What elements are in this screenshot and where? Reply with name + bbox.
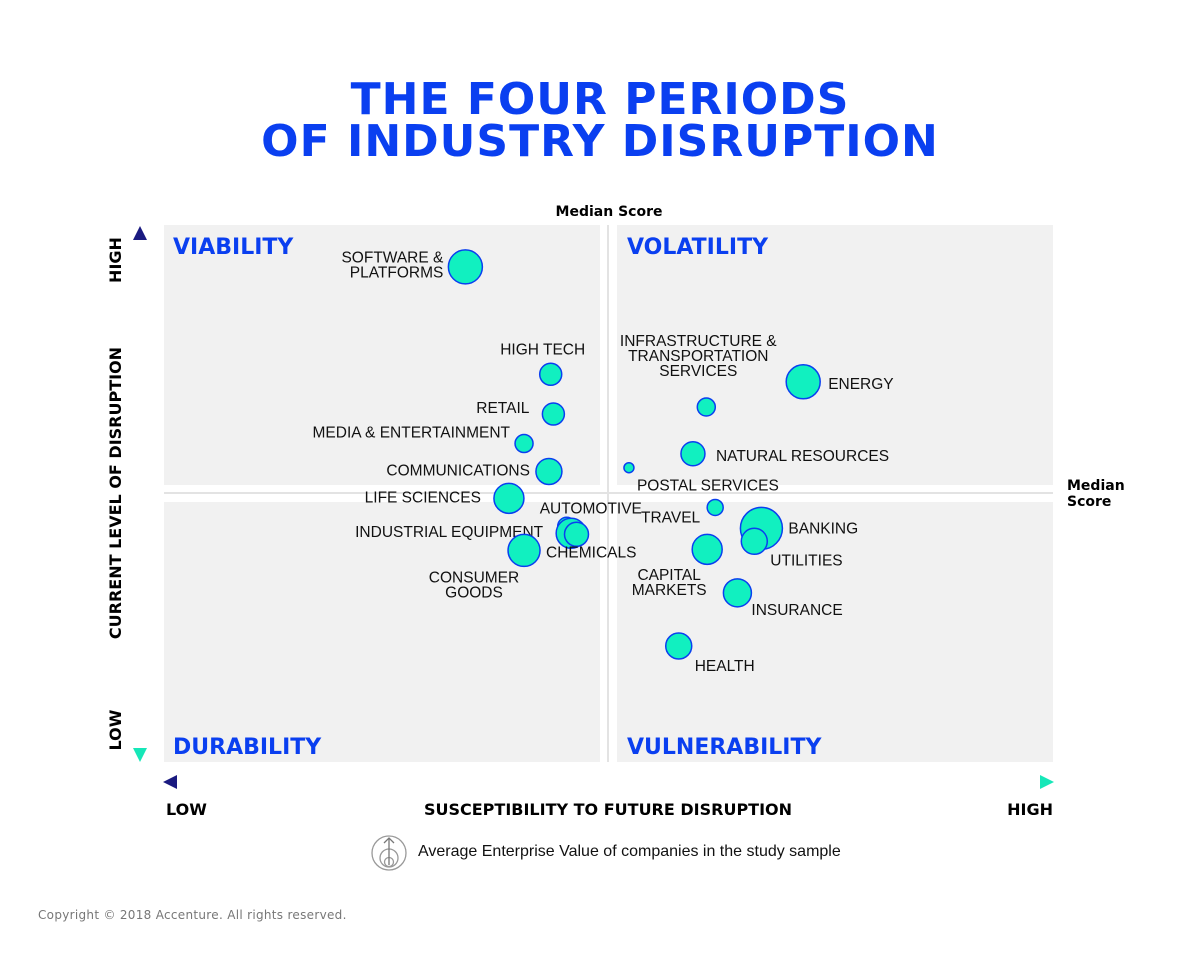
label-health: HEALTH	[695, 658, 755, 675]
x-axis-low-label: LOW	[166, 800, 207, 819]
bubble-utilities	[740, 527, 769, 556]
bubble-communications	[535, 457, 563, 486]
label-banking: BANKING	[788, 520, 858, 537]
bubble-travel	[706, 498, 724, 517]
x-axis-arrowhead-left	[163, 775, 177, 789]
bubble-health	[664, 632, 693, 660]
bubble-natural-resources	[680, 441, 706, 467]
quadrant-title-volatility: VOLATILITY	[627, 235, 769, 260]
y-axis-arrowhead-top	[133, 226, 147, 240]
bubble-life-sciences	[493, 482, 525, 515]
bubble-postal-services	[623, 461, 635, 474]
bubble-unlabeled-8	[563, 521, 590, 548]
median-top-label: Median Score	[556, 204, 663, 220]
label-postal-services: POSTAL SERVICES	[637, 478, 779, 495]
label-communications: COMMUNICATIONS	[386, 462, 530, 479]
label-utilities: UTILITIES	[770, 552, 842, 569]
bubble-energy	[785, 364, 821, 400]
bubble-software-and-platforms	[447, 249, 484, 285]
label-infrastructure-and-transportation-services: INFRASTRUCTURE & TRANSPORTATION SERVICES	[620, 333, 777, 380]
label-life-sciences: LIFE SCIENCES	[365, 489, 481, 506]
y-axis-arrowhead-bottom	[133, 748, 147, 762]
x-axis-high-label: HIGH	[1007, 800, 1053, 819]
y-axis-low-label: LOW	[106, 709, 125, 750]
size-legend-text: Average Enterprise Value of companies in…	[418, 843, 841, 860]
x-axis-arrowhead-right	[1040, 775, 1054, 789]
label-software-and-platforms: SOFTWARE & PLATFORMS	[341, 249, 444, 281]
quadrant-bottom-right-bg	[617, 502, 1053, 762]
label-industrial-equipment: INDUSTRIAL EQUIPMENT	[355, 524, 544, 541]
label-insurance: INSURANCE	[751, 602, 842, 619]
bubble-infrastructure-and-transportation-services	[696, 397, 717, 417]
label-high-tech: HIGH TECH	[500, 341, 585, 358]
quadrant-title-vulnerability: VULNERABILITY	[627, 735, 822, 760]
label-consumer-goods: CONSUMER GOODS	[429, 570, 519, 602]
label-automotive: AUTOMOTIVE	[540, 500, 642, 517]
label-natural-resources: NATURAL RESOURCES	[716, 448, 889, 465]
label-chemicals: CHEMICALS	[546, 544, 636, 561]
y-axis-high-label: HIGH	[106, 237, 125, 283]
bubble-capital-markets	[691, 533, 723, 566]
size-legend-icon	[371, 835, 407, 871]
bubble-insurance	[722, 578, 753, 608]
quadrant-title-viability: VIABILITY	[173, 235, 294, 260]
chart-title-line-1: THE FOUR PERIODS	[350, 74, 850, 125]
x-axis-title: SUSCEPTIBILITY TO FUTURE DISRUPTION	[424, 800, 792, 819]
chart-title-line-2: OF INDUSTRY DISRUPTION	[261, 116, 939, 167]
bubble-chemicals	[507, 533, 541, 568]
label-media-and-entertainment: MEDIA & ENTERTAINMENT	[313, 425, 511, 442]
label-capital-markets: CAPITAL MARKETS	[632, 567, 707, 599]
bubble-retail	[541, 402, 566, 426]
bubble-media-and-entertainment	[514, 433, 534, 454]
bubbles-group: SOFTWARE & PLATFORMS HIGH TECH RETAIL MEDIA …	[313, 249, 894, 675]
median-right-label-line-2: Score	[1067, 494, 1111, 510]
label-retail: RETAIL	[476, 400, 529, 417]
quadrant-title-durability: DURABILITY	[173, 735, 322, 760]
copyright-text: Copyright © 2018 Accenture. All rights r…	[38, 908, 347, 922]
y-axis-title: CURRENT LEVEL OF DISRUPTION	[106, 347, 125, 639]
median-right-label-line-1: Median	[1067, 478, 1125, 494]
label-energy: ENERGY	[828, 376, 893, 393]
bubble-high-tech	[538, 362, 563, 387]
label-travel: TRAVEL	[641, 509, 701, 526]
